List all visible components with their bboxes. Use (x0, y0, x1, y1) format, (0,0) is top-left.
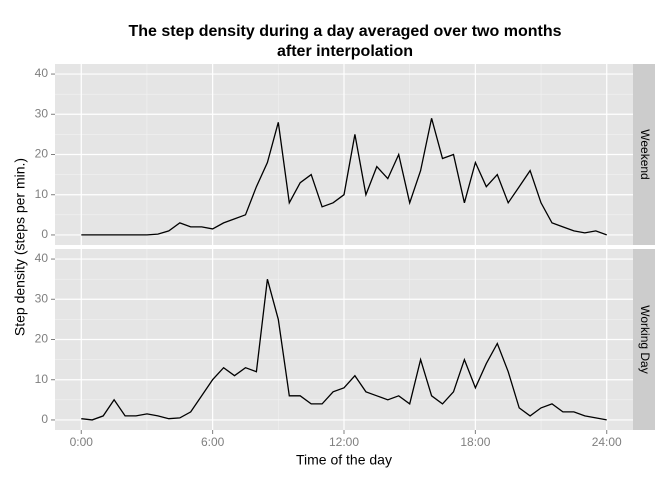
y-axis-label: Step density (steps per min.) (12, 158, 28, 336)
x-tick-label: 18:00 (460, 435, 490, 449)
y-tick-label: 20 (35, 147, 49, 161)
x-tick-label: 12:00 (329, 435, 359, 449)
chart-title: The step density during a day averaged o… (129, 23, 562, 40)
data-line (81, 279, 607, 421)
x-axis-label: Time of the day (296, 452, 392, 468)
facet-label: Working Day (638, 305, 652, 373)
facet-strip (633, 64, 655, 245)
y-tick-label: 30 (35, 106, 49, 120)
y-tick-label: 0 (41, 412, 48, 426)
facet-label: Weekend (638, 129, 652, 179)
facet-strip (633, 249, 655, 430)
y-tick-label: 0 (41, 227, 48, 241)
x-tick-label: 0:00 (70, 435, 94, 449)
y-tick-label: 40 (35, 66, 49, 80)
x-tick-label: 24:00 (592, 435, 622, 449)
y-tick-label: 10 (35, 187, 49, 201)
x-tick-label: 6:00 (201, 435, 225, 449)
y-tick-label: 10 (35, 372, 49, 386)
y-tick-label: 40 (35, 251, 49, 265)
y-tick-label: 20 (35, 332, 49, 346)
y-tick-label: 30 (35, 291, 49, 305)
data-line (81, 118, 607, 236)
chart-subtitle: after interpolation (277, 43, 413, 60)
